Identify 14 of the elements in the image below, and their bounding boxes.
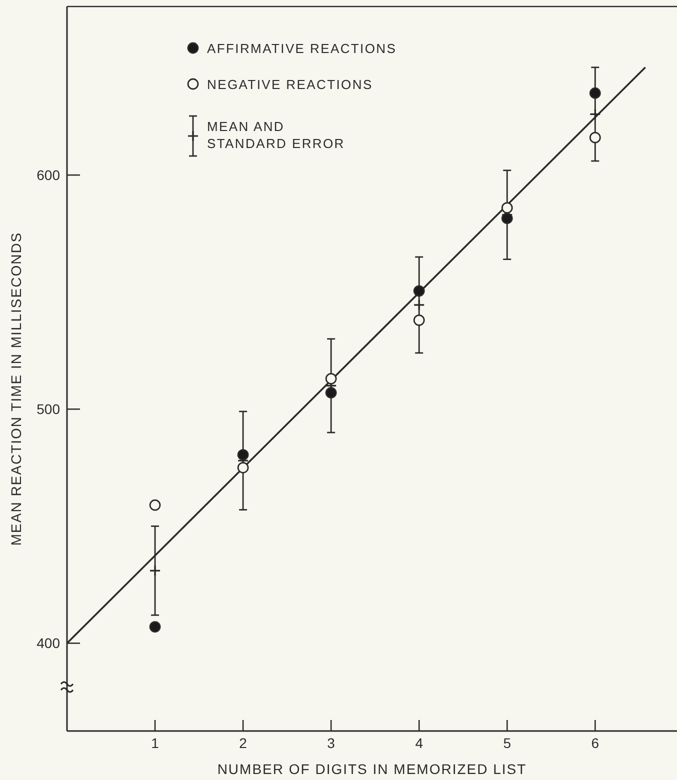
x-tick-label: 6	[591, 735, 600, 751]
x-axis-title: NUMBER OF DIGITS IN MEMORIZED LIST	[217, 761, 527, 777]
y-tick-label: 600	[36, 167, 60, 184]
legend-label: AFFIRMATIVE REACTIONS	[207, 41, 397, 56]
y-tick-label: 500	[36, 401, 60, 418]
x-tick-label: 4	[415, 735, 424, 751]
legend-label: MEAN AND STANDARD ERROR	[207, 119, 345, 151]
x-tick-label: 2	[239, 735, 248, 751]
legend-label: NEGATIVE REACTIONS	[207, 77, 373, 92]
y-tick-label: 400	[36, 635, 60, 652]
x-tick-label: 1	[151, 735, 160, 751]
x-tick-label: 3	[327, 735, 336, 751]
x-tick-label: 5	[503, 735, 512, 751]
y-axis-title: MEAN REACTION TIME IN MILLISECONDS	[8, 232, 24, 546]
